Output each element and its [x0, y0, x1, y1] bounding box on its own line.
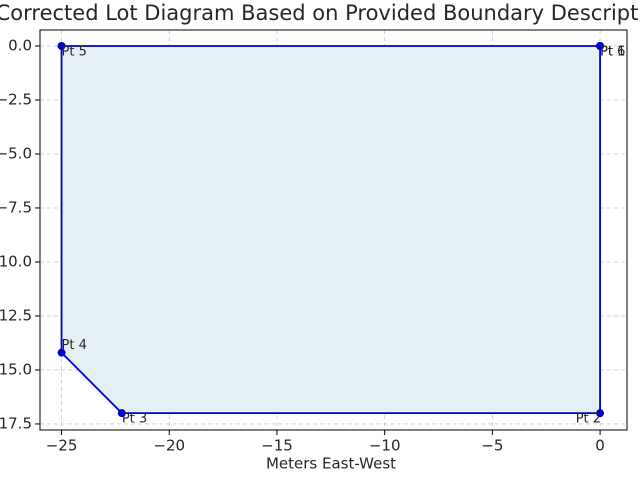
y-tick-label: −10.0 — [0, 252, 32, 270]
vertex-point — [117, 409, 126, 418]
vertex-point — [57, 348, 66, 357]
y-tick-label: 0.0 — [8, 36, 32, 54]
x-tick-label: −5 — [481, 437, 503, 455]
y-tick-label: −17.5 — [0, 414, 32, 432]
point-label: Pt 1 — [600, 44, 625, 59]
x-axis-label: Meters East-West — [266, 455, 396, 473]
vertex-point — [596, 409, 605, 418]
x-tick-label: −10 — [369, 437, 401, 455]
y-tick-label: −2.5 — [0, 90, 32, 108]
chart-title: Corrected Lot Diagram Based on Provided … — [0, 1, 640, 25]
point-label: Pt 4 — [62, 338, 87, 353]
x-tick-label: −15 — [261, 437, 293, 455]
plot-frame — [39, 29, 628, 431]
y-tick-label: −15.0 — [0, 360, 32, 378]
x-tick-label: −20 — [153, 437, 185, 455]
point-label: Pt 6 — [600, 44, 625, 59]
y-tick-label: −12.5 — [0, 306, 32, 324]
point-label: Pt 3 — [122, 412, 147, 427]
vertex-point — [596, 41, 605, 50]
x-tick-label: 0 — [595, 437, 605, 455]
point-label: Pt 2 — [576, 412, 601, 427]
lot-area — [61, 45, 601, 414]
boundary-line — [60, 45, 601, 415]
y-tick-label: −5.0 — [0, 144, 32, 162]
y-tick-label: −7.5 — [0, 198, 32, 216]
x-tick-label: −25 — [46, 437, 78, 455]
point-label: Pt 5 — [62, 44, 87, 59]
vertex-point — [57, 41, 66, 50]
